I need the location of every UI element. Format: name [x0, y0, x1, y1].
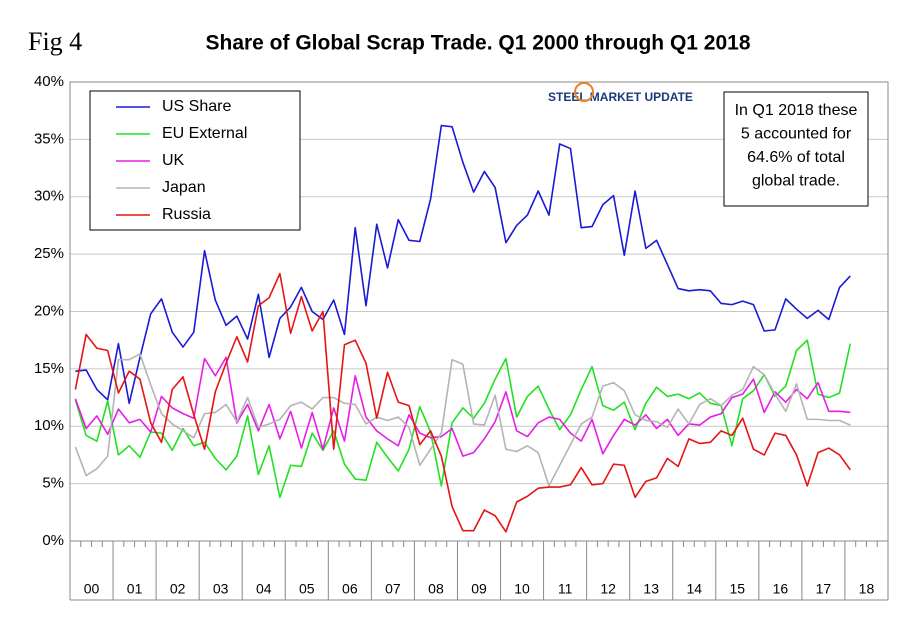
- logo-mark: [574, 82, 594, 102]
- chart-title: Share of Global Scrap Trade. Q1 2000 thr…: [205, 32, 750, 55]
- annotation-line: 5 accounted for: [741, 126, 852, 143]
- annotation-line: In Q1 2018 these: [735, 102, 858, 119]
- x-tick-label: 13: [643, 581, 659, 597]
- x-tick-label: 07: [385, 581, 401, 597]
- x-tick-label: 09: [471, 581, 487, 597]
- series-line: [75, 124, 851, 405]
- x-tick-label: 15: [730, 581, 746, 597]
- legend-label: Japan: [162, 179, 206, 196]
- series-line: [74, 356, 851, 457]
- y-tick-label: 10%: [34, 417, 64, 434]
- x-tick-label: 02: [170, 581, 186, 597]
- x-tick-label: 04: [256, 581, 272, 597]
- annotation-line: 64.6% of total: [747, 149, 845, 166]
- x-tick-label: 17: [816, 581, 832, 597]
- x-tick-label: 14: [686, 581, 702, 597]
- x-tick-label: 16: [773, 581, 789, 597]
- x-tick-label: 06: [342, 581, 358, 597]
- x-tick-label: 11: [558, 581, 573, 597]
- legend-label: EU External: [162, 125, 247, 142]
- x-tick-label: 03: [213, 581, 229, 597]
- y-tick-label: 0%: [42, 532, 64, 549]
- y-tick-label: 30%: [34, 188, 64, 205]
- x-tick-label: 00: [84, 581, 100, 597]
- series-line: [74, 353, 851, 487]
- y-tick-label: 20%: [34, 302, 64, 319]
- x-tick-label: 10: [514, 581, 530, 597]
- x-tick-label: 18: [859, 581, 875, 597]
- y-tick-label: 15%: [34, 360, 64, 377]
- legend-label: US Share: [162, 98, 231, 115]
- logo: STEEL MARKET UPDATE: [548, 90, 693, 104]
- y-tick-label: 40%: [34, 73, 64, 90]
- x-tick-label: 05: [299, 581, 315, 597]
- y-tick-label: 35%: [34, 130, 64, 147]
- y-tick-label: 25%: [34, 245, 64, 262]
- annotation-box: [723, 91, 869, 207]
- x-tick-label: 08: [428, 581, 444, 597]
- y-tick-label: 5%: [42, 475, 64, 492]
- x-tick-label: 12: [600, 581, 616, 597]
- x-tick-label: 01: [127, 581, 143, 597]
- figure-label: Fig 4: [28, 27, 82, 56]
- legend-label: Russia: [162, 206, 211, 223]
- annotation-line: global trade.: [752, 173, 840, 190]
- series-line: [74, 272, 851, 533]
- legend-label: UK: [162, 152, 185, 169]
